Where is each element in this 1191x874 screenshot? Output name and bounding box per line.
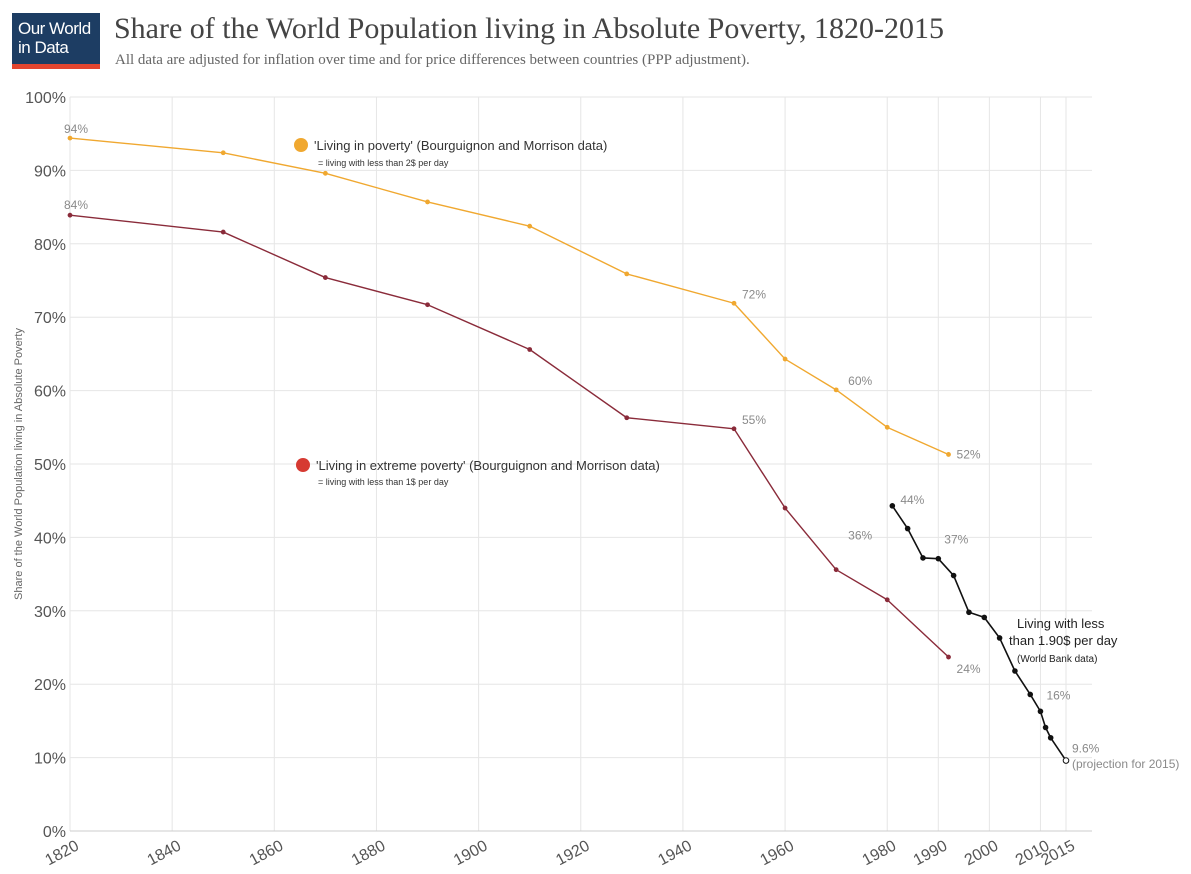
logo-accent-bar [12, 64, 100, 69]
y-tick-label: 70% [34, 310, 66, 327]
chart-title: Share of the World Population living in … [114, 12, 945, 45]
data-point-extreme [946, 654, 951, 660]
x-tick-label: 1820 [42, 837, 81, 869]
data-point-worldbank [950, 572, 957, 579]
x-tick-label: 1960 [758, 837, 797, 869]
x-tick-label: 1990 [911, 837, 950, 869]
x-tick-label: 1980 [860, 837, 899, 869]
data-point-poverty [731, 300, 737, 306]
data-label-poverty: 52% [957, 447, 981, 461]
chart-subtitle: All data are adjusted for inflation over… [115, 52, 750, 68]
logo-text-line1: Our World [18, 19, 91, 38]
owid-logo: Our World in Data [12, 13, 100, 69]
worldbank-label-line2: than 1.90$ per day [1009, 633, 1118, 648]
axes: 0% 10% 20% 30% 40% 50% 60% 70% 80% 90% 100% 1820 184… [13, 90, 1092, 869]
data-label-extreme: 24% [957, 662, 981, 676]
data-point-poverty [67, 135, 73, 141]
data-point-worldbank [889, 503, 896, 509]
data-point-worldbank [904, 525, 911, 532]
data-point-worldbank [920, 555, 926, 561]
logo-text-line2: in Data [18, 38, 69, 57]
x-tick-label: 1840 [145, 837, 184, 869]
data-label-poverty: 94% [64, 122, 88, 136]
legend-poverty-note: = living with less than 2$ per day [318, 158, 449, 168]
data-point-worldbank [1042, 724, 1049, 731]
data-point-extreme [833, 567, 839, 573]
x-tick-label: 1860 [247, 837, 286, 869]
data-point-extreme [322, 275, 328, 280]
data-point-worldbank [981, 614, 988, 621]
data-point-poverty [884, 424, 890, 430]
data-label-worldbank: 16% [1046, 688, 1070, 702]
data-label-worldbank: 37% [944, 533, 968, 547]
data-point-extreme [527, 347, 533, 352]
data-point-worldbank [996, 635, 1003, 641]
legend-extreme: 'Living in extreme poverty' (Bourguignon… [296, 458, 660, 487]
data-point-poverty [220, 150, 226, 156]
x-tick-label: 1880 [349, 837, 388, 869]
legend-poverty-label: 'Living in poverty' (Bourguignon and Mor… [314, 138, 607, 153]
data-point-poverty [527, 223, 533, 229]
legend-extreme-note: = living with less than 1$ per day [318, 477, 449, 487]
data-point-worldbank [1062, 757, 1070, 764]
data-labels: 94% 72% 60% 52% 84% 55% 36% 24% 44% 37% 16% 9.6% [64, 122, 1100, 755]
data-point-poverty [782, 356, 788, 362]
y-tick-label: 50% [34, 457, 66, 474]
data-point-extreme [425, 302, 430, 308]
data-point-poverty [624, 271, 630, 277]
data-point-extreme [884, 597, 890, 603]
data-point-worldbank [1037, 708, 1044, 715]
grid-lines [69, 96, 1092, 832]
y-tick-label: 80% [34, 237, 66, 254]
series-layer [67, 135, 1070, 764]
y-tick-label: 0% [43, 824, 66, 841]
worldbank-source-note: (World Bank data) [1017, 654, 1097, 665]
y-tick-label: 60% [34, 384, 66, 401]
x-tick-label: 1900 [451, 837, 490, 869]
worldbank-label-line1: Living with less [1017, 616, 1105, 631]
legend-extreme-label: 'Living in extreme poverty' (Bourguignon… [316, 458, 660, 473]
y-tick-label: 30% [34, 604, 66, 621]
x-tick-label: 1940 [655, 837, 694, 869]
data-point-extreme [624, 415, 630, 421]
x-tick-label: 1920 [553, 837, 592, 869]
data-label-extreme: 55% [742, 413, 766, 427]
series-line-extreme [69, 214, 950, 658]
data-point-poverty [946, 452, 951, 457]
data-point-worldbank [1012, 668, 1018, 674]
legend-poverty-dot [294, 138, 308, 152]
y-tick-label: 10% [34, 751, 66, 768]
series-line-poverty [69, 137, 949, 456]
data-point-extreme [782, 505, 788, 511]
data-label-extreme: 36% [848, 529, 872, 543]
data-point-worldbank [1027, 691, 1034, 698]
data-label-poverty: 72% [742, 287, 766, 301]
legend-poverty: 'Living in poverty' (Bourguignon and Mor… [294, 138, 607, 168]
legend-extreme-dot [296, 458, 310, 472]
x-tick-label: 2000 [962, 837, 1001, 869]
data-label-poverty: 60% [848, 374, 872, 388]
data-label-extreme: 84% [64, 198, 88, 212]
data-point-extreme [220, 229, 226, 235]
data-point-poverty [322, 170, 328, 176]
y-tick-label: 100% [25, 90, 66, 107]
data-point-worldbank [935, 555, 942, 562]
data-label-worldbank: 44% [900, 493, 924, 507]
legend-worldbank: Living with less than 1.90$ per day (Wor… [1009, 616, 1118, 665]
y-tick-label: 40% [34, 530, 66, 547]
data-point-extreme [731, 426, 737, 432]
data-point-poverty [833, 387, 839, 393]
projection-note: (projection for 2015) [1072, 757, 1179, 771]
data-point-extreme [67, 212, 73, 218]
data-label-worldbank: 9.6% [1072, 742, 1100, 756]
y-tick-label: 20% [34, 677, 66, 694]
data-point-worldbank [1047, 734, 1054, 741]
data-point-worldbank [966, 609, 972, 616]
data-point-poverty [425, 199, 430, 205]
y-tick-label: 90% [34, 163, 66, 180]
y-axis-label: Share of the World Population living in … [13, 328, 25, 600]
